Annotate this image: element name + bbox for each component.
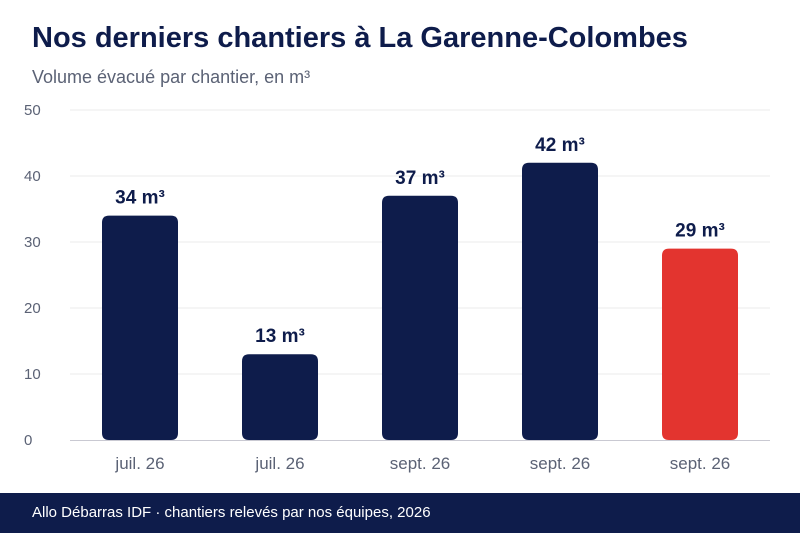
chart-subtitle: Volume évacué par chantier, en m³ (32, 67, 311, 87)
x-tick-label: sept. 26 (530, 454, 591, 473)
y-tick-label: 40 (24, 168, 41, 185)
bar-value-label: 42 m³ (535, 135, 585, 156)
bar (242, 354, 318, 440)
bar (102, 215, 178, 440)
y-tick-label: 20 (24, 300, 41, 317)
bars (102, 162, 738, 441)
bar (522, 162, 598, 441)
bar-value-label: 37 m³ (395, 168, 445, 189)
chart-title: Nos derniers chantiers à La Garenne-Colo… (32, 22, 688, 54)
x-tick-label: sept. 26 (670, 454, 731, 473)
y-tick-label: 50 (24, 102, 41, 119)
y-tick-label: 0 (24, 432, 32, 449)
y-tick-label: 10 (24, 366, 41, 383)
bar-value-label: 34 m³ (115, 188, 165, 209)
bar (382, 195, 458, 440)
bar-value-label: 29 m³ (675, 221, 725, 242)
data-labels: 34 m³ 13 m³ 37 m³ 42 m³ 29 m³ (115, 135, 725, 347)
y-axis-ticks: 0 10 20 30 40 50 (24, 102, 41, 449)
x-tick-label: sept. 26 (390, 454, 451, 473)
y-tick-label: 30 (24, 234, 41, 251)
bar (662, 248, 738, 440)
x-tick-label: juil. 26 (114, 454, 164, 473)
bar-value-label: 13 m³ (255, 326, 305, 347)
x-tick-label: juil. 26 (254, 454, 304, 473)
footer-bar: Allo Débarras IDF · chantiers relevés pa… (0, 493, 800, 533)
footer-source: Allo Débarras IDF · chantiers relevés pa… (32, 504, 431, 521)
x-axis-ticks: juil. 26 juil. 26 sept. 26 sept. 26 sept. 26 (114, 454, 730, 473)
bar-chart: 0 10 20 30 40 50 34 m³ 13 m³ 37 m³ 42 m³ 29 m³ ju… (24, 102, 770, 473)
